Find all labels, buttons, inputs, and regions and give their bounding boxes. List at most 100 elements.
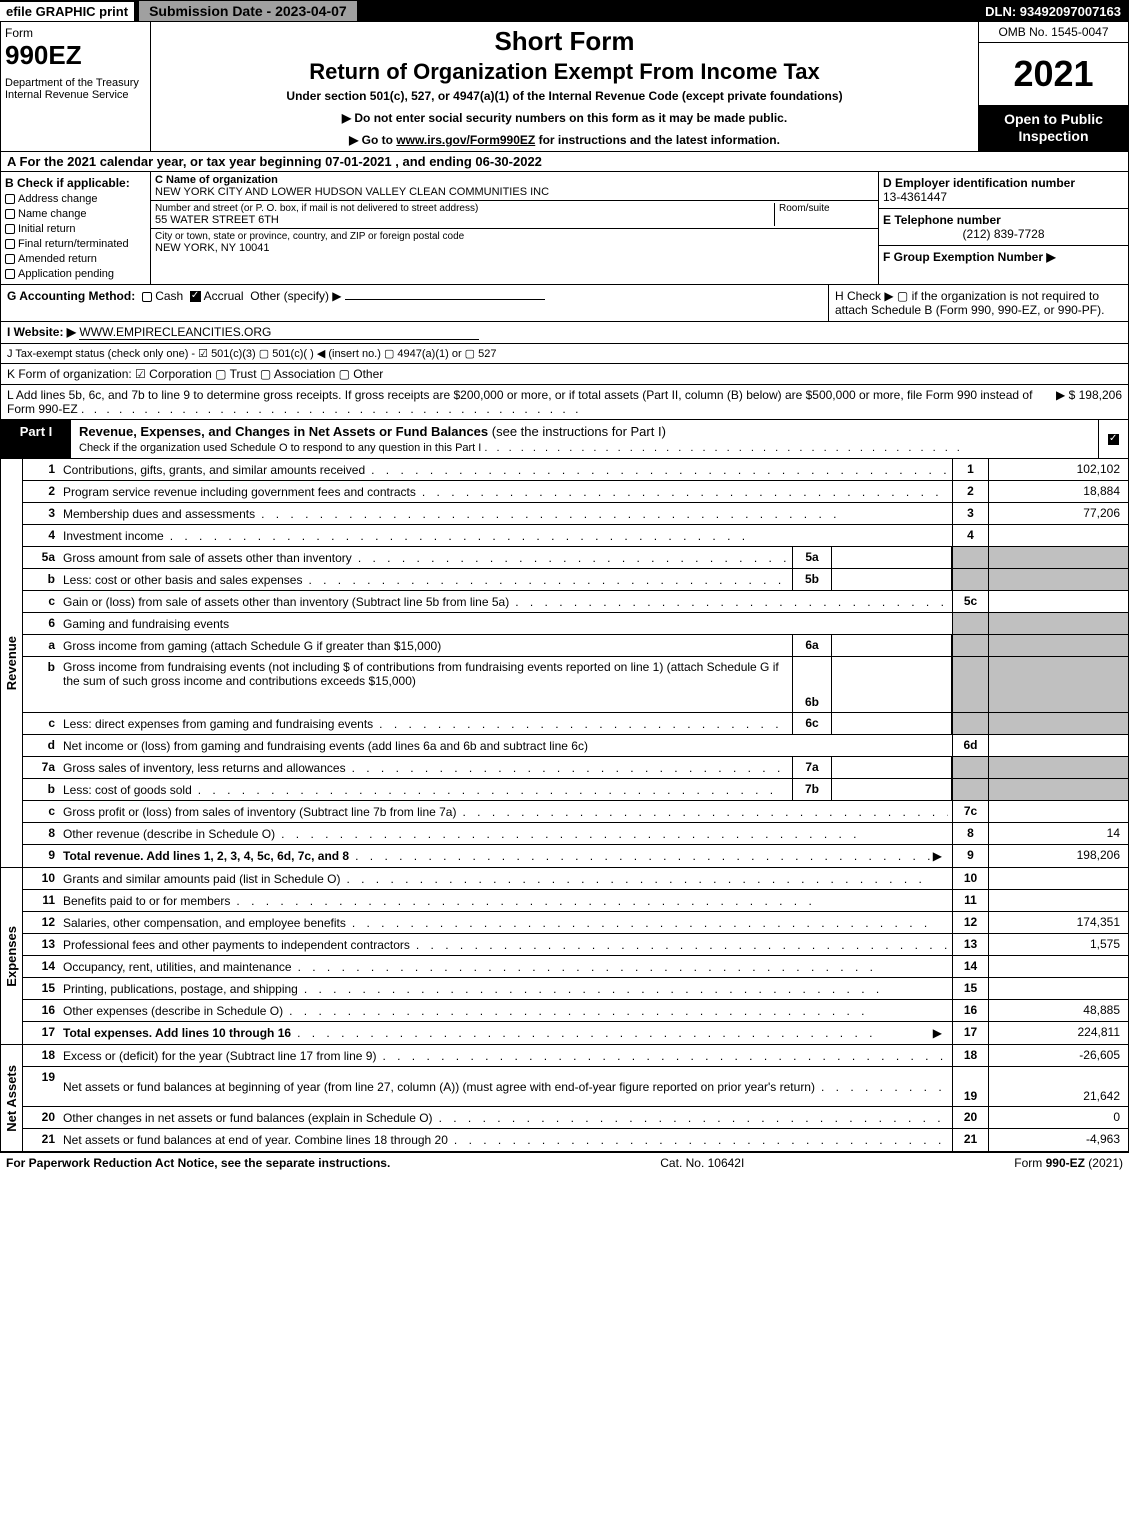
line-2: 2 Program service revenue including gove… [23,481,1128,503]
b-label: B Check if applicable: [5,176,146,190]
website-value[interactable]: WWW.EMPIRECLEANCITIES.ORG [79,325,479,340]
line-3: 3 Membership dues and assessments. . . .… [23,503,1128,525]
line-7c: c Gross profit or (loss) from sales of i… [23,801,1128,823]
note2-pre: ▶ Go to [349,133,396,147]
section-j: J Tax-exempt status (check only one) - ☑… [0,344,1129,364]
chk-application-pending[interactable]: Application pending [5,268,146,280]
line-19: 19 Net assets or fund balances at beginn… [23,1067,1128,1107]
irs-link[interactable]: www.irs.gov/Form990EZ [396,133,535,147]
revenue-body: 1 Contributions, gifts, grants, and simi… [23,459,1128,867]
room-label: Room/suite [779,203,874,214]
org-name: NEW YORK CITY AND LOWER HUDSON VALLEY CL… [155,186,874,198]
section-g: G Accounting Method: Cash Accrual Other … [1,285,828,321]
line-8: 8 Other revenue (describe in Schedule O)… [23,823,1128,845]
section-b: B Check if applicable: Address change Na… [1,172,151,284]
submission-date: Submission Date - 2023-04-07 [138,0,358,22]
g-h-row: G Accounting Method: Cash Accrual Other … [0,285,1129,322]
line-9: 9 Total revenue. Add lines 1, 2, 3, 4, 5… [23,845,1128,867]
department-label: Department of the Treasury Internal Reve… [5,77,146,101]
line-20: 20 Other changes in net assets or fund b… [23,1107,1128,1129]
form-number: 990EZ [5,40,146,71]
line-7a: 7a Gross sales of inventory, less return… [23,757,1128,779]
c-name-label: C Name of organization [155,174,874,186]
section-l: L Add lines 5b, 6c, and 7b to line 9 to … [0,385,1129,420]
city-row: City or town, state or province, country… [151,229,878,256]
line-6b: b Gross income from fundraising events (… [23,657,1128,713]
line-11: 11 Benefits paid to or for members. . . … [23,890,1128,912]
revenue-vlabel: Revenue [1,459,23,867]
efile-label: efile GRAPHIC print [0,2,134,21]
line-7b: b Less: cost of goods sold. . . . . . . … [23,779,1128,801]
chk-initial-return[interactable]: Initial return [5,223,146,235]
revenue-table: Revenue 1 Contributions, gifts, grants, … [0,459,1129,868]
header-center: Short Form Return of Organization Exempt… [151,22,978,151]
line-5b: b Less: cost or other basis and sales ex… [23,569,1128,591]
chk-final-return[interactable]: Final return/terminated [5,238,146,250]
line-12: 12 Salaries, other compensation, and emp… [23,912,1128,934]
part1-title: Revenue, Expenses, and Changes in Net As… [79,424,488,439]
chk-address-change[interactable]: Address change [5,193,146,205]
note2-post: for instructions and the latest informat… [535,133,780,147]
section-c: C Name of organization NEW YORK CITY AND… [151,172,878,284]
open-public-label: Open to Public Inspection [979,105,1128,151]
dln-label: DLN: 93492097007163 [977,2,1129,21]
netassets-body: 18 Excess or (deficit) for the year (Sub… [23,1045,1128,1151]
netassets-table: Net Assets 18 Excess or (deficit) for th… [0,1045,1129,1152]
tax-year: 2021 [979,43,1128,105]
expenses-table: Expenses 10 Grants and similar amounts p… [0,868,1129,1045]
instructions-link-row: ▶ Go to www.irs.gov/Form990EZ for instru… [159,133,970,147]
part1-header: Part I Revenue, Expenses, and Changes in… [0,420,1129,459]
chk-accrual[interactable] [190,291,201,302]
l-text: L Add lines 5b, 6c, and 7b to line 9 to … [7,388,1048,416]
form-subtitle: Under section 501(c), 527, or 4947(a)(1)… [159,89,970,103]
form-footer-label: Form 990-EZ (2021) [1014,1156,1123,1170]
section-i: I Website: ▶ WWW.EMPIRECLEANCITIES.ORG [0,322,1129,344]
line-15: 15 Printing, publications, postage, and … [23,978,1128,1000]
form-label: Form [5,26,146,40]
top-bar: efile GRAPHIC print Submission Date - 20… [0,0,1129,22]
short-form-label: Short Form [159,26,970,57]
part1-subtitle: (see the instructions for Part I) [492,424,666,439]
g-label: G Accounting Method: [7,289,135,303]
header-left: Form 990EZ Department of the Treasury In… [1,22,151,151]
chk-cash[interactable] [142,292,152,302]
phone-value: (212) 839-7728 [883,227,1124,241]
expenses-vlabel: Expenses [1,868,23,1044]
header-right: OMB No. 1545-0047 2021 Open to Public In… [978,22,1128,151]
street-row: Number and street (or P. O. box, if mail… [151,201,878,229]
line-16: 16 Other expenses (describe in Schedule … [23,1000,1128,1022]
line-17: 17 Total expenses. Add lines 10 through … [23,1022,1128,1044]
street-label: Number and street (or P. O. box, if mail… [155,203,774,214]
city-label: City or town, state or province, country… [155,231,874,242]
section-k: K Form of organization: ☑ Corporation ▢ … [0,364,1129,385]
page-footer: For Paperwork Reduction Act Notice, see … [0,1152,1129,1173]
group-exemption-row: F Group Exemption Number ▶ [879,246,1128,284]
section-def: D Employer identification number 13-4361… [878,172,1128,284]
bc-block: B Check if applicable: Address change Na… [0,172,1129,285]
other-specify-input[interactable] [345,299,545,300]
paperwork-notice: For Paperwork Reduction Act Notice, see … [6,1156,390,1170]
part1-checkbox[interactable] [1098,420,1128,458]
line-4: 4 Investment income. . . . . . . . . . .… [23,525,1128,547]
chk-amended-return[interactable]: Amended return [5,253,146,265]
e-label: E Telephone number [883,213,1124,227]
ein-value: 13-4361447 [883,190,1124,204]
f-label: F Group Exemption Number ▶ [883,250,1124,264]
line-18: 18 Excess or (deficit) for the year (Sub… [23,1045,1128,1067]
line-21: 21 Net assets or fund balances at end of… [23,1129,1128,1151]
section-h: H Check ▶ ▢ if the organization is not r… [828,285,1128,321]
org-name-row: C Name of organization NEW YORK CITY AND… [151,172,878,201]
ssn-warning: ▶ Do not enter social security numbers o… [159,111,970,125]
line-6a: a Gross income from gaming (attach Sched… [23,635,1128,657]
line-5a: 5a Gross amount from sale of assets othe… [23,547,1128,569]
form-header: Form 990EZ Department of the Treasury In… [0,22,1129,152]
street-value: 55 WATER STREET 6TH [155,214,774,226]
chk-name-change[interactable]: Name change [5,208,146,220]
i-label: I Website: ▶ [7,325,76,339]
line-1: 1 Contributions, gifts, grants, and simi… [23,459,1128,481]
line-10: 10 Grants and similar amounts paid (list… [23,868,1128,890]
part1-tab: Part I [1,420,71,458]
ein-row: D Employer identification number 13-4361… [879,172,1128,209]
line-13: 13 Professional fees and other payments … [23,934,1128,956]
form-title: Return of Organization Exempt From Incom… [159,59,970,85]
